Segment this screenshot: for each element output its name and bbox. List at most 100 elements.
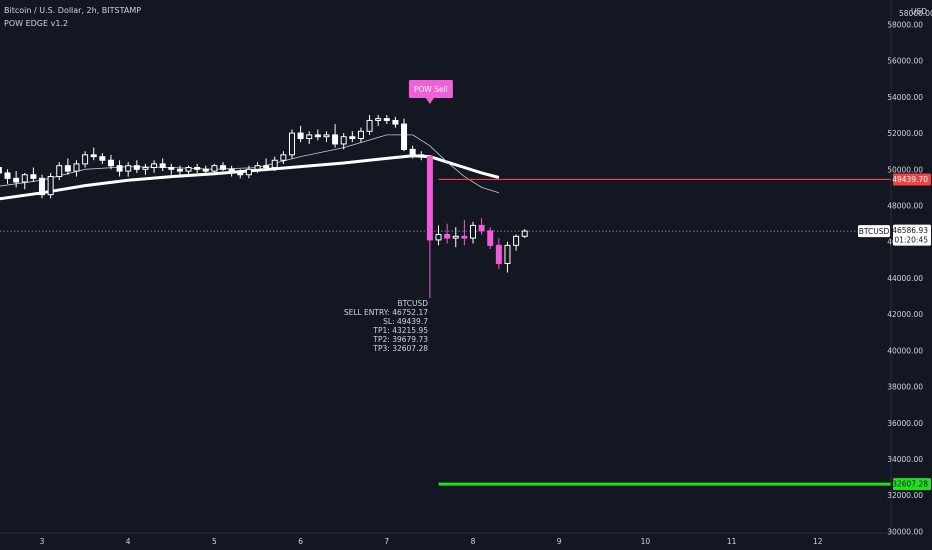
candle-body bbox=[202, 168, 209, 172]
candle bbox=[151, 160, 158, 173]
candle bbox=[401, 118, 408, 152]
candle bbox=[116, 160, 123, 177]
candle bbox=[426, 154, 433, 298]
indicator-name: POW EDGE v1.2 bbox=[4, 19, 69, 28]
y-tick-label: 52000.00 bbox=[887, 129, 923, 138]
candle-body bbox=[444, 233, 451, 239]
candle-body bbox=[142, 167, 149, 170]
candle-body bbox=[237, 172, 244, 176]
candle bbox=[375, 115, 382, 126]
signal-label-box bbox=[408, 80, 453, 98]
candle bbox=[73, 160, 80, 177]
x-tick-label: 10 bbox=[641, 537, 651, 546]
stop-loss-tag-text: 49439.70 bbox=[892, 175, 928, 184]
candle-body bbox=[185, 167, 192, 172]
y-tick-label: 40000.00 bbox=[887, 346, 923, 355]
candle bbox=[4, 169, 11, 184]
candle bbox=[504, 241, 511, 273]
candle-body bbox=[4, 172, 11, 179]
y-tick-label: 58000.00 bbox=[887, 20, 923, 29]
candle bbox=[461, 220, 468, 246]
x-tick-label: 7 bbox=[384, 537, 389, 546]
candle-body bbox=[21, 174, 28, 183]
x-tick-label: 12 bbox=[813, 537, 823, 546]
candle bbox=[521, 229, 528, 239]
candle bbox=[99, 153, 106, 164]
candle-body bbox=[504, 244, 511, 264]
symbol-tag: BTCUSD bbox=[858, 225, 890, 238]
candle bbox=[513, 234, 520, 251]
candle-body bbox=[323, 134, 330, 138]
candle bbox=[332, 124, 339, 148]
candle-body bbox=[211, 165, 218, 172]
symbol-tag-box bbox=[858, 225, 890, 238]
candle-body bbox=[487, 230, 494, 246]
candle-body bbox=[245, 168, 252, 176]
symbol-tag-text: BTCUSD bbox=[859, 227, 890, 236]
candle-body bbox=[426, 156, 433, 241]
candle-body bbox=[47, 176, 54, 196]
candle-body bbox=[357, 130, 364, 140]
x-tick-label: 4 bbox=[126, 537, 131, 546]
candle bbox=[478, 218, 485, 235]
candle bbox=[133, 160, 140, 173]
ma-slow-line bbox=[0, 154, 500, 201]
y-tick-label: 32000.00 bbox=[887, 491, 923, 500]
candle-body bbox=[375, 118, 382, 121]
candle bbox=[39, 174, 45, 199]
candle-body bbox=[56, 165, 63, 178]
candle-body bbox=[297, 132, 304, 140]
signal-label: POW Sell bbox=[414, 85, 448, 94]
candle bbox=[288, 129, 295, 159]
candle bbox=[280, 151, 287, 164]
candle-body bbox=[332, 134, 339, 145]
candle-body bbox=[194, 167, 201, 170]
candle bbox=[168, 163, 175, 175]
candle-body bbox=[366, 119, 373, 132]
candle bbox=[47, 172, 54, 199]
candle-body bbox=[418, 154, 425, 158]
candle-body bbox=[168, 167, 175, 170]
target-tag: 32607.28 bbox=[892, 478, 931, 491]
candle bbox=[366, 115, 373, 135]
candle-body bbox=[64, 165, 71, 172]
candle-body bbox=[30, 174, 37, 179]
stop-loss-tag: 49439.70 bbox=[892, 173, 931, 186]
candle-body bbox=[73, 163, 80, 172]
candle-body bbox=[220, 165, 227, 170]
candle bbox=[392, 116, 399, 128]
last-price-tag-box bbox=[893, 224, 931, 246]
last-price-tag-text: 46586.93 bbox=[892, 226, 928, 235]
y-tick-label: 54000.00 bbox=[887, 93, 923, 102]
candle bbox=[495, 238, 502, 269]
y-tick-label: 36000.00 bbox=[887, 419, 923, 428]
candle-body bbox=[99, 156, 106, 161]
candle bbox=[125, 162, 132, 177]
candle bbox=[228, 165, 235, 177]
candle-body bbox=[280, 154, 287, 161]
candle bbox=[194, 163, 201, 173]
candle-body bbox=[263, 165, 270, 168]
candle-body bbox=[470, 224, 476, 239]
candle-body bbox=[0, 167, 2, 174]
signal-marker: POW Sell bbox=[408, 80, 453, 104]
x-tick-label: 3 bbox=[40, 537, 45, 546]
candle-body bbox=[151, 163, 158, 168]
candle-body bbox=[133, 165, 140, 170]
candle bbox=[297, 125, 304, 143]
candle-body bbox=[409, 148, 416, 156]
candle bbox=[90, 147, 97, 161]
candle-body bbox=[125, 165, 132, 172]
candle bbox=[0, 167, 2, 174]
trade-info-line: TP3: 32607.28 bbox=[372, 344, 428, 353]
candle bbox=[220, 162, 227, 172]
y-tick-label: 44000.00 bbox=[887, 274, 923, 283]
x-tick-label: 11 bbox=[727, 537, 737, 546]
candle-body bbox=[116, 165, 123, 172]
candle bbox=[245, 165, 252, 179]
trade-info-line: SL: 49439.7 bbox=[383, 317, 428, 326]
trade-info-line: SELL ENTRY: 46752.17 bbox=[344, 308, 428, 317]
candle bbox=[64, 158, 71, 175]
y-axis-unit: USD bbox=[911, 7, 927, 16]
